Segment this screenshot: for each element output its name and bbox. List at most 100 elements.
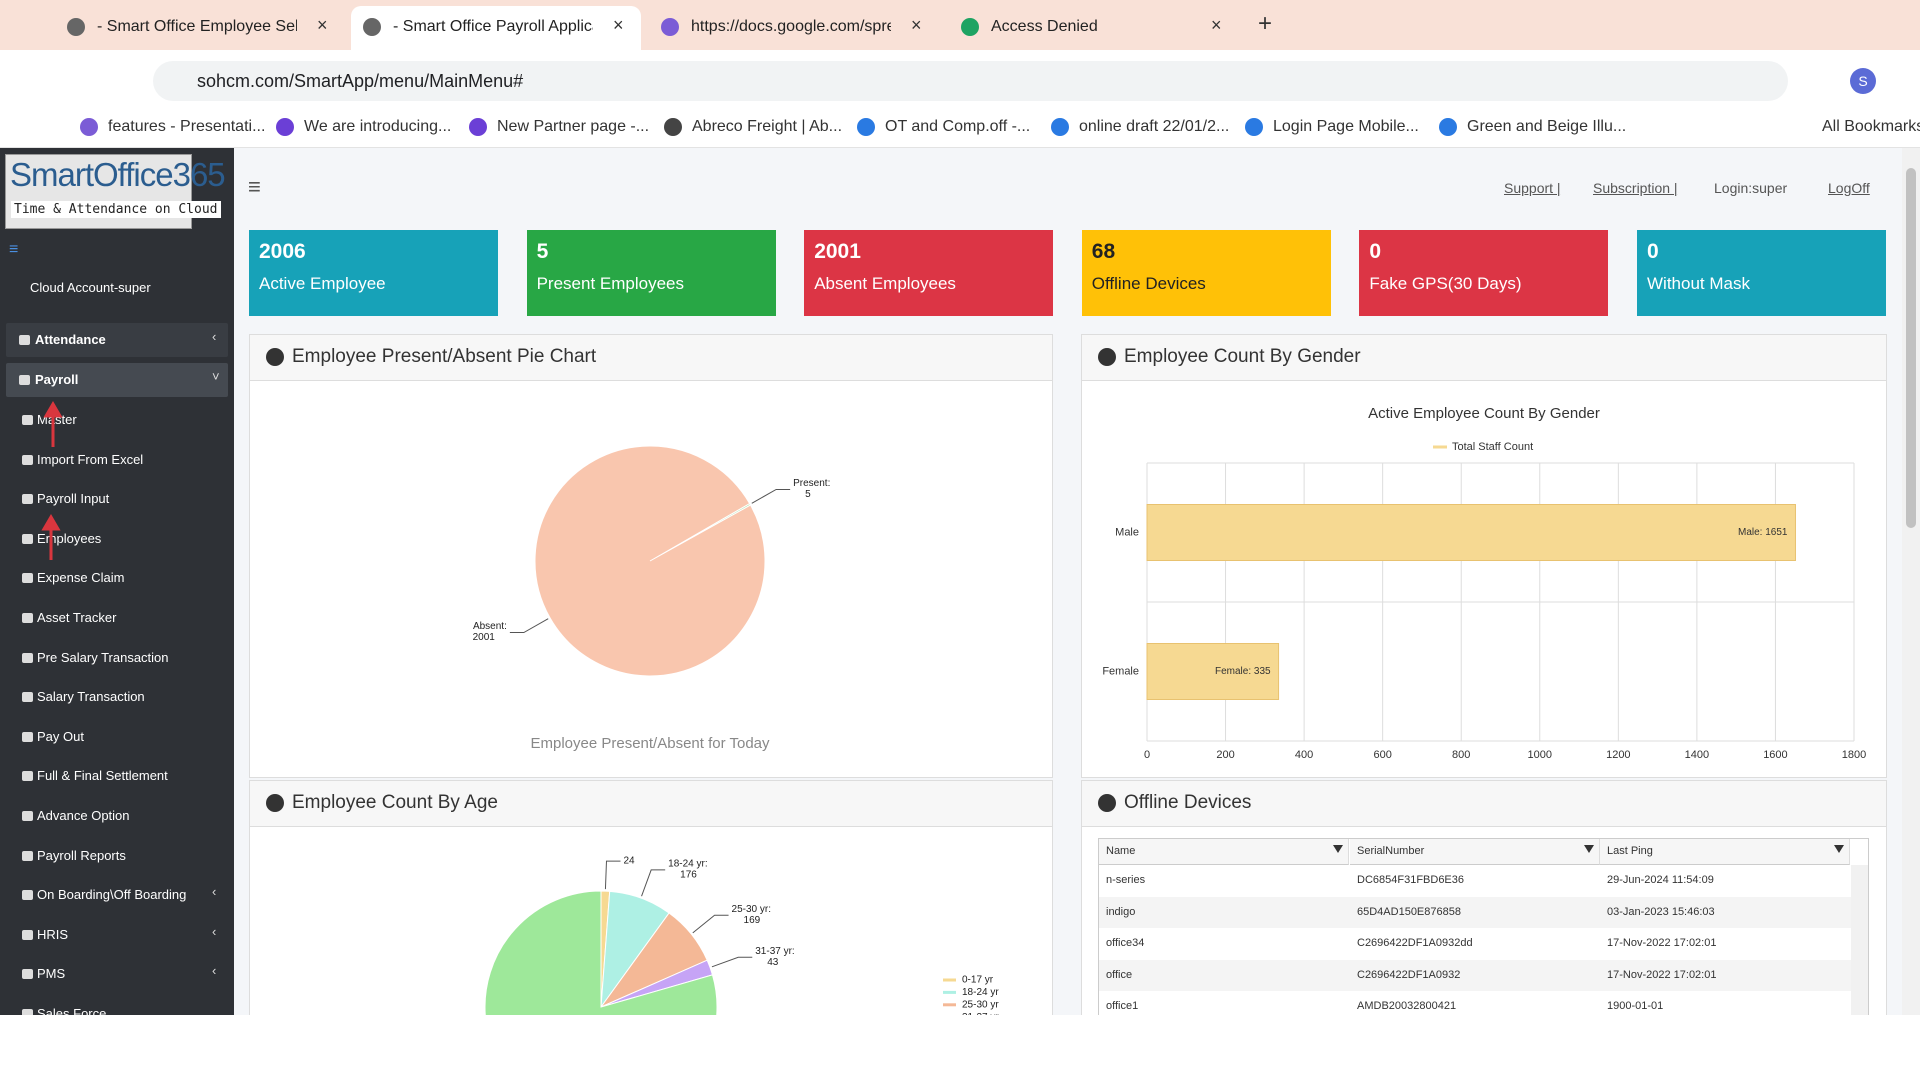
table-row[interactable]: indigo 65D4AD150E876858 03-Jan-2023 15:46:… [1099, 896, 1851, 929]
menu-item[interactable]: Full & Final Settlement [6, 759, 228, 793]
menu-item[interactable]: Master [6, 403, 228, 437]
menu-item[interactable]: HRIS ‹ [6, 918, 228, 952]
menu-icon [22, 652, 33, 663]
table-cell: 03-Jan-2023 15:46:03 [1607, 905, 1715, 918]
filter-icon[interactable] [1834, 845, 1844, 853]
scroll-thumb[interactable] [1906, 168, 1916, 528]
header-link[interactable]: Subscription | [1593, 180, 1678, 196]
address-bar[interactable] [153, 61, 1788, 101]
menu-icon [22, 771, 33, 782]
table-row[interactable]: office C2696422DF1A0932 17-Nov-2022 17:02:… [1099, 959, 1851, 992]
scrollbar[interactable] [1902, 148, 1920, 1015]
info-card[interactable]: 5 Present Employees [526, 230, 776, 316]
menu-chevron: ‹ [212, 963, 217, 979]
menu-label: Full & Final Settlement [37, 768, 168, 784]
card-label: Fake GPS(30 Days) [1369, 274, 1522, 293]
tab[interactable]: - Smart Office Payroll Applicati × [351, 6, 641, 50]
tab[interactable]: https://docs.google.com/sprea × [649, 6, 939, 50]
menu-label: PMS [37, 966, 66, 982]
table-cell: 29-Jun-2024 11:54:09 [1607, 874, 1714, 886]
menu-icon [22, 969, 33, 980]
menu-item[interactable]: Payroll Input [6, 482, 228, 516]
profile[interactable]: S [1850, 68, 1876, 94]
menu-item[interactable]: Expense Claim [6, 561, 228, 595]
menu-icon [22, 1009, 33, 1015]
menu-item[interactable]: Salary Transaction [6, 680, 228, 714]
tab-title: Access Denied [991, 18, 1098, 35]
menu-item[interactable]: Pre Salary Transaction [6, 641, 228, 675]
info-card[interactable]: 0 Without Mask [1637, 230, 1886, 316]
info-card[interactable]: 2006 Active Employee [249, 230, 498, 316]
info-card[interactable]: 68 Offline Devices [1081, 230, 1331, 316]
menu-item[interactable]: Employees [6, 522, 228, 556]
bookmark-label: OT and Comp.off -... [885, 118, 1031, 135]
tab[interactable]: - Smart Office Employee Self Se × [55, 6, 345, 50]
bookmark-icon [664, 118, 682, 136]
tab[interactable]: Access Denied × [949, 6, 1239, 50]
table-cell: 17-Nov-2022 17:02:01 [1607, 937, 1717, 950]
hamburger[interactable]: ≡ [248, 174, 261, 199]
panel: Employee Present/Absent Pie Chart [249, 334, 1053, 778]
panel-header [250, 781, 1052, 827]
filter-icon[interactable] [1333, 845, 1343, 853]
table-cell: office34 [1106, 937, 1145, 950]
filter-icon[interactable] [1584, 845, 1594, 853]
menu-item[interactable]: Asset Tracker [6, 601, 228, 635]
menu-item[interactable]: Payroll Reports [6, 839, 228, 873]
column-header[interactable]: Last Ping [1600, 839, 1850, 865]
menu-icon [22, 454, 33, 465]
menu-item[interactable]: PMS ‹ [6, 957, 228, 991]
menu-item[interactable]: Payroll ˅ [6, 363, 228, 397]
menu-icon [22, 613, 33, 623]
tab-icon [363, 18, 381, 36]
menu-icon [22, 731, 33, 742]
tab-bar [0, 0, 1920, 50]
table-cell: n-series [1106, 874, 1146, 886]
menu-toggle[interactable]: ≡ [9, 241, 19, 258]
header-link[interactable]: LogOff [1828, 180, 1870, 196]
header-link[interactable]: Login:super [1714, 180, 1788, 196]
menu-icon [22, 692, 33, 703]
table-row[interactable]: office34 C2696422DF1A0932dd 17-Nov-2022 17… [1099, 928, 1851, 960]
menu-item[interactable]: Advance Option [6, 799, 228, 833]
panel-icon [266, 348, 284, 366]
bookmark-label: online draft 22/01/2... [1079, 118, 1230, 135]
column-header[interactable]: Name [1099, 839, 1349, 865]
panel-icon [1098, 794, 1116, 812]
table-row[interactable]: office1 AMDB20032800421 1900-01-01 [1099, 991, 1851, 1015]
menu-item[interactable]: On Boarding\Off Boarding ‹ [6, 878, 228, 912]
column-header[interactable]: SerialNumber [1350, 839, 1600, 865]
all-bookmarks[interactable]: All Bookmarks [1822, 118, 1920, 135]
menu-icon [22, 494, 33, 505]
bookmark-icon [276, 118, 294, 136]
menu-icon [22, 890, 33, 901]
bookmark-icon [857, 118, 875, 136]
header-link[interactable]: Support | [1504, 180, 1561, 196]
menu-item[interactable]: Pay Out [6, 720, 228, 754]
card-value: 0 [1369, 240, 1382, 263]
tab-icon [67, 18, 85, 36]
menu-item[interactable]: Sales Force [6, 997, 228, 1015]
menu-icon [19, 335, 30, 345]
menu-label: Payroll Input [37, 491, 110, 507]
panel-title: Offline Devices [1124, 792, 1252, 813]
url[interactable]: sohcm.com/SmartApp/menu/MainMenu# [197, 71, 524, 91]
menu-item[interactable]: Import From Excel [6, 443, 228, 477]
table-cell: indigo [1106, 905, 1136, 918]
menu-label: Attendance [35, 332, 106, 347]
card-value: 0 [1647, 240, 1659, 263]
new-tab[interactable]: + [1258, 10, 1273, 37]
tab-close: × [911, 15, 922, 35]
account[interactable]: Cloud Account-super [30, 280, 151, 295]
bookmark-label: features - Presentati... [108, 118, 266, 135]
table-cell: office [1106, 968, 1133, 981]
bookmark-icon [1439, 118, 1457, 136]
tab-close: × [317, 15, 328, 35]
card-label: Without Mask [1647, 274, 1750, 293]
table-row[interactable]: n-series DC6854F31FBD6E36 29-Jun-2024 11:5… [1099, 865, 1851, 897]
info-card[interactable]: 0 Fake GPS(30 Days) [1359, 230, 1609, 316]
tab-icon [961, 18, 979, 36]
menu-item[interactable]: Attendance ‹ [6, 323, 228, 357]
bookmark-icon [1051, 118, 1069, 136]
info-card[interactable]: 2001 Absent Employees [804, 230, 1054, 316]
